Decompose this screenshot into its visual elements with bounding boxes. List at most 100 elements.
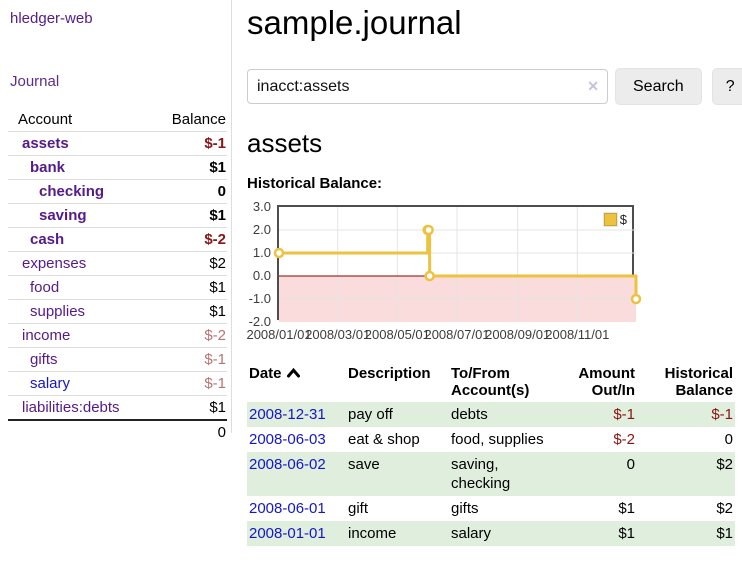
register-row: 2008-06-03 eat & shop food, supplies $-2…	[247, 427, 735, 452]
chart-legend: $	[601, 211, 629, 228]
chart-plot-area: $	[273, 205, 642, 322]
nav-journal-link[interactable]: Journal	[10, 73, 60, 90]
transaction-date-link[interactable]: 2008-12-31	[249, 406, 326, 423]
search-button[interactable]: Search	[615, 68, 702, 105]
transaction-date-link[interactable]: 2008-06-03	[249, 431, 326, 448]
register-col-date[interactable]: Date	[247, 362, 346, 402]
accounts-col-balance: Balance	[154, 108, 227, 132]
register-row: 2008-06-01 gift gifts $1 $2	[247, 496, 735, 521]
chart-x-axis-labels: 2008/01/01 2008/03/01 2008/05/01 2008/07/01…	[246, 327, 610, 342]
account-balance: $-2	[154, 227, 227, 252]
account-row-assets: assets $-1	[8, 131, 227, 156]
account-link[interactable]: food	[30, 279, 60, 296]
account-row-salary: salary $-1	[8, 371, 227, 396]
sidebar: hledger-web Journal Account Balance asse…	[0, 0, 232, 546]
transaction-date-link[interactable]: 2008-06-01	[249, 500, 326, 517]
chart-canvas	[273, 207, 642, 322]
account-link[interactable]: saving	[39, 207, 87, 224]
transaction-accounts: salary	[451, 525, 492, 542]
account-row-income: income $-2	[8, 323, 227, 348]
accounts-header-row: Account Balance	[8, 108, 227, 132]
chart-y-axis-labels: 3.0 2.0 1.0 0.0 -1.0 -2.0	[248, 199, 271, 329]
transaction-amount: 0	[626, 456, 635, 473]
transaction-date-link[interactable]: 2008-06-02	[249, 456, 326, 473]
account-link[interactable]: liabilities:debts	[22, 399, 120, 416]
account-link[interactable]: salary	[30, 375, 71, 392]
register-header-row: Date Description To/From Account(s) Amou…	[247, 362, 735, 402]
register-col-amount: Amount Out/In	[578, 365, 635, 399]
transaction-amount: $1	[618, 500, 635, 517]
account-balance: $-1	[154, 131, 227, 156]
accounts-total-row: 0	[8, 419, 227, 444]
account-row-gifts: gifts $-1	[8, 347, 227, 372]
legend-label: $	[619, 212, 627, 227]
account-row-food: food $1	[8, 275, 227, 300]
app-title-link[interactable]: hledger-web	[10, 10, 93, 27]
account-link[interactable]: cash	[30, 231, 65, 248]
transaction-description: income	[348, 525, 397, 542]
account-balance: $1	[154, 299, 227, 324]
account-balance: 0	[154, 179, 227, 204]
search-input[interactable]	[247, 69, 608, 104]
account-link[interactable]: assets	[22, 135, 69, 152]
sort-asc-icon	[286, 365, 300, 382]
account-balance: $2	[154, 251, 227, 276]
account-row-bank: bank $1	[8, 155, 227, 180]
register-col-accounts: To/From Account(s)	[451, 365, 530, 399]
transaction-balance: 0	[724, 431, 733, 448]
transaction-accounts: food, supplies	[451, 431, 544, 448]
transaction-balance: $2	[716, 500, 733, 517]
account-balance: $1	[154, 203, 227, 228]
account-link[interactable]: gifts	[30, 351, 58, 368]
transaction-amount: $-1	[613, 406, 635, 423]
clear-search-icon[interactable]: ✕	[587, 78, 599, 94]
transaction-description: eat & shop	[348, 431, 420, 448]
account-row-liabilities-debts: liabilities:debts $1	[8, 395, 227, 421]
account-balance: $1	[154, 395, 227, 421]
transaction-description: save	[348, 456, 380, 473]
main-content: sample.journal ✕ Search ? assets Histori…	[232, 0, 742, 546]
accounts-table: Account Balance assets $-1 bank $1 check…	[8, 108, 227, 444]
account-link[interactable]: expenses	[22, 255, 87, 272]
account-row-expenses: expenses $2	[8, 251, 227, 276]
accounts-col-account: Account	[8, 108, 155, 132]
account-link[interactable]: income	[22, 327, 71, 344]
transaction-description: gift	[348, 500, 369, 517]
account-balance: $1	[154, 275, 227, 300]
search-bar: ✕ Search ?	[247, 68, 742, 105]
transaction-amount: $-2	[613, 431, 635, 448]
transaction-accounts: saving, checking	[451, 456, 511, 492]
register-table: Date Description To/From Account(s) Amou…	[247, 362, 735, 546]
account-link[interactable]: supplies	[30, 303, 86, 320]
register-row: 2008-12-31 pay off debts $-1 $-1	[247, 402, 735, 427]
account-heading: assets	[247, 128, 323, 158]
register-col-description: Description	[348, 365, 431, 382]
transaction-balance: $2	[716, 456, 733, 473]
page-title: sample.journal	[247, 4, 462, 41]
transaction-description: pay off	[348, 406, 393, 423]
register-col-balance: Historical Balance	[664, 365, 733, 399]
accounts-total: 0	[154, 419, 227, 444]
account-balance: $-1	[154, 371, 227, 396]
chart-title: Historical Balance:	[247, 175, 383, 192]
historical-balance-chart: 3.0 2.0 1.0 0.0 -1.0 -2.0 $ 2008/01/01 2008/03…	[246, 199, 727, 342]
account-row-supplies: supplies $1	[8, 299, 227, 324]
page: hledger-web Journal Account Balance asse…	[0, 0, 742, 546]
help-button[interactable]: ?	[711, 68, 742, 105]
transaction-accounts: gifts	[451, 500, 479, 517]
account-row-cash: cash $-2	[8, 227, 227, 252]
register-row: 2008-06-02 save saving, checking 0 $2	[247, 452, 735, 496]
transaction-balance: $-1	[711, 406, 733, 423]
account-link[interactable]: checking	[39, 183, 105, 200]
transaction-balance: $1	[716, 525, 733, 542]
transaction-amount: $1	[618, 525, 635, 542]
account-balance: $-2	[154, 323, 227, 348]
transaction-date-link[interactable]: 2008-01-01	[249, 525, 326, 542]
transaction-accounts: debts	[451, 406, 488, 423]
account-balance: $1	[154, 155, 227, 180]
legend-swatch-icon	[602, 212, 618, 227]
search-input-wrap: ✕	[247, 69, 608, 104]
account-row-saving: saving $1	[8, 203, 227, 228]
register-row: 2008-01-01 income salary $1 $1	[247, 521, 735, 546]
account-link[interactable]: bank	[30, 159, 66, 176]
